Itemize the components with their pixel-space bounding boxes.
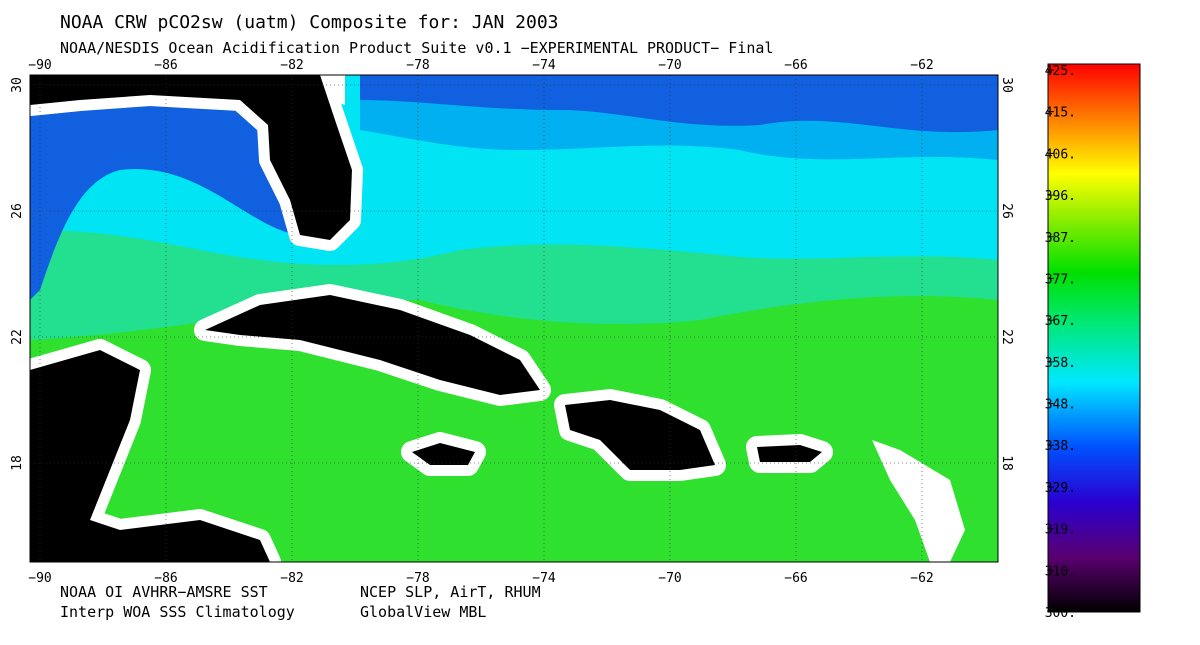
map-frame xyxy=(29,74,999,563)
lon-tick-label: −82 xyxy=(280,571,303,586)
lon-tick-label: −66 xyxy=(784,571,807,586)
colorbar-label: 329. xyxy=(1045,481,1076,496)
footer-text: NCEP SLP, AirT, RHUM xyxy=(360,583,541,601)
footer-text: GlobalView MBL xyxy=(360,603,486,621)
lat-tick-label: 26 xyxy=(10,203,25,219)
lat-tick-label: 18 xyxy=(999,455,1014,471)
lon-tick-label: −82 xyxy=(280,58,303,73)
lon-tick-label: −86 xyxy=(154,571,177,586)
title: NOAA CRW pCO2sw (uatm) Composite for: JA… xyxy=(60,12,559,33)
lon-tick-label: −70 xyxy=(658,571,681,586)
ocean-band xyxy=(30,90,300,300)
colorbar-label: 377. xyxy=(1045,272,1076,287)
footer-text: NOAA OI AVHRR−AMSRE SST xyxy=(60,583,268,601)
lon-tick-label: −62 xyxy=(910,58,933,73)
lon-tick-label: −78 xyxy=(406,58,429,73)
lon-tick-label: −90 xyxy=(28,58,51,73)
colorbar-label: 415. xyxy=(1045,106,1076,121)
colorbar-label: 425. xyxy=(1045,64,1076,79)
lon-tick-label: −74 xyxy=(532,571,556,586)
lat-tick-label: 26 xyxy=(999,203,1014,219)
footer-text: Interp WOA SSS Climatology xyxy=(60,603,295,621)
colorbar-label: 300. xyxy=(1045,606,1076,621)
lat-tick-label: 22 xyxy=(999,329,1014,345)
lon-tick-label: −62 xyxy=(910,571,933,586)
lon-tick-label: −78 xyxy=(406,571,429,586)
colorbar-label: 348. xyxy=(1045,398,1076,413)
lat-tick-label: 18 xyxy=(10,455,25,471)
lon-tick-label: −74 xyxy=(532,58,556,73)
map xyxy=(30,75,998,562)
lon-tick-label: −70 xyxy=(658,58,681,73)
subtitle: NOAA/NESDIS Ocean Acidification Product … xyxy=(60,39,773,57)
colorbar-label: 396. xyxy=(1045,189,1076,204)
lat-tick-label: 30 xyxy=(999,77,1014,93)
lon-tick-label: −90 xyxy=(28,571,51,586)
no-data xyxy=(872,440,965,562)
land xyxy=(30,75,833,562)
lat-tick-label: 22 xyxy=(10,329,25,345)
colorbar-label: 367. xyxy=(1045,314,1076,329)
colorbar-label: 358. xyxy=(1045,356,1076,371)
colorbar xyxy=(1047,63,1141,613)
lon-tick-label: −86 xyxy=(154,58,177,73)
colorbar-label: 387. xyxy=(1045,231,1076,246)
ocean-band xyxy=(360,75,998,133)
colorbar-label: 319. xyxy=(1045,523,1076,538)
lat-tick-label: 30 xyxy=(10,77,25,93)
colorbar-label: 310. xyxy=(1045,564,1076,579)
colorbar-label: 406. xyxy=(1045,147,1076,162)
lon-tick-label: −66 xyxy=(784,58,807,73)
colorbar-label: 338. xyxy=(1045,439,1076,454)
